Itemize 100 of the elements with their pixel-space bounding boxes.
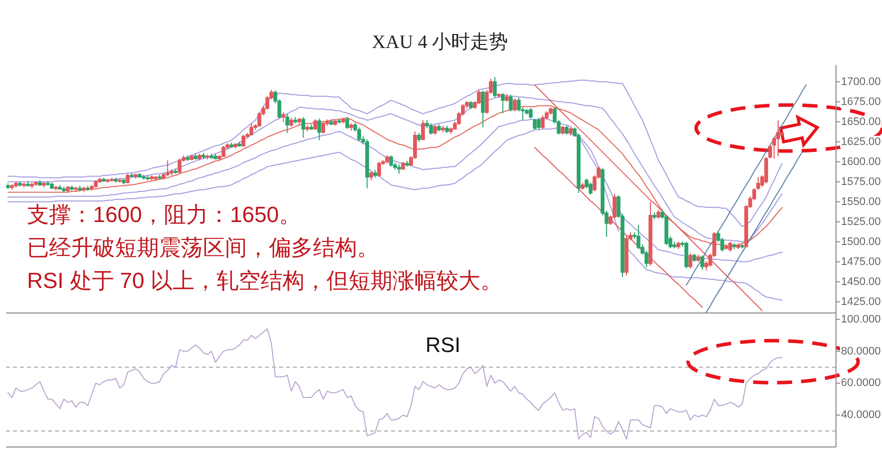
candlestick [656,209,660,220]
candlestick [198,153,202,161]
y-tick-label: 1475.00 [841,256,881,268]
candlestick [10,184,14,190]
candlestick [349,122,354,132]
candlestick [401,161,405,170]
candlestick [86,185,90,192]
candlestick [110,177,114,182]
line-series [8,80,783,228]
candlestick [365,138,370,189]
candlestick [178,158,182,174]
candlestick [242,134,246,148]
candlestick [190,154,194,161]
y-tick-label: 60.0000 [841,377,881,390]
candlestick [214,153,218,160]
candlestick [285,113,290,134]
line-series [8,328,783,440]
text: RSI [425,334,461,357]
y-tick-label: 1525.00 [841,216,881,228]
candlestick [234,142,238,149]
candlestick [138,172,142,178]
candlestick [309,124,314,130]
candlestick [66,185,70,193]
candlestick [333,120,338,126]
y-tick-label: 1625.00 [841,136,881,148]
candlestick [78,185,82,192]
candlestick [624,234,628,276]
candlestick [150,174,154,181]
candlestick [433,124,437,136]
annotation: RSI 处于 70 以上，轧空结构，但短期涨幅较大。 [27,268,502,293]
candlestick [389,154,393,168]
candlestick [58,184,62,190]
candlestick [536,117,541,130]
candlestick [405,160,409,168]
candlestick [142,174,146,180]
y-tick-label: 1675.00 [841,96,881,108]
candlestick [6,182,10,190]
candlestick [568,126,573,136]
candlestick [42,181,46,188]
candlestick [158,174,162,180]
candlestick [146,174,150,181]
candlestick [397,164,401,174]
candlestick [369,170,374,181]
candlestick [293,116,298,124]
candlestick [30,182,34,189]
line-series [706,152,803,313]
candlestick [46,180,50,186]
candlestick [18,181,22,188]
candlestick [740,244,744,249]
candlestick [496,92,501,98]
candlestick [301,116,306,138]
y-tick-label: 40.0000 [841,409,881,422]
candlestick [676,241,680,250]
candlestick [102,177,106,182]
candlestick [476,89,481,105]
y-tick-label: 1600.00 [841,156,881,168]
candlestick [317,118,322,141]
candlestick [373,169,378,178]
candlestick [480,90,485,128]
candlestick [238,141,242,148]
y-tick-label: 100.000 [841,313,881,326]
candlestick [664,214,668,246]
annotation: 已经升破短期震荡区间，偏多结构。 [27,235,379,260]
candlestick [281,112,286,122]
candlestick [54,185,58,192]
candlestick [500,92,505,114]
candlestick [580,182,585,190]
candlestick [106,178,110,184]
candlestick [305,124,310,132]
candlestick [652,212,656,220]
candlestick [62,186,66,193]
candlestick [441,125,445,133]
y-tick-label: 1450.00 [841,276,881,288]
candlestick [724,244,728,250]
chart-title: XAU 4 小时走势 [372,32,508,53]
candlestick [341,117,346,124]
candlestick [429,122,433,136]
candlestick [417,132,421,142]
candlestick [154,176,158,182]
candlestick [421,120,425,141]
candlestick [174,168,178,174]
candlestick [70,185,74,192]
candlestick [166,160,170,177]
candlestick [74,186,78,192]
candlestick [222,145,226,158]
candlestick [776,120,780,157]
candlestick [548,106,553,116]
candlestick [385,154,389,164]
candlestick [696,254,700,262]
candlestick [732,242,736,250]
y-tick-label: 80.0000 [841,345,881,358]
candlestick [114,177,118,184]
line-series [534,146,703,308]
y-tick-label: 1700.00 [841,76,881,88]
candlestick [38,180,42,186]
line-series [686,84,807,286]
candlestick [118,178,122,184]
candlestick [504,93,509,102]
candlestick [468,100,473,110]
candlestick [98,177,102,184]
